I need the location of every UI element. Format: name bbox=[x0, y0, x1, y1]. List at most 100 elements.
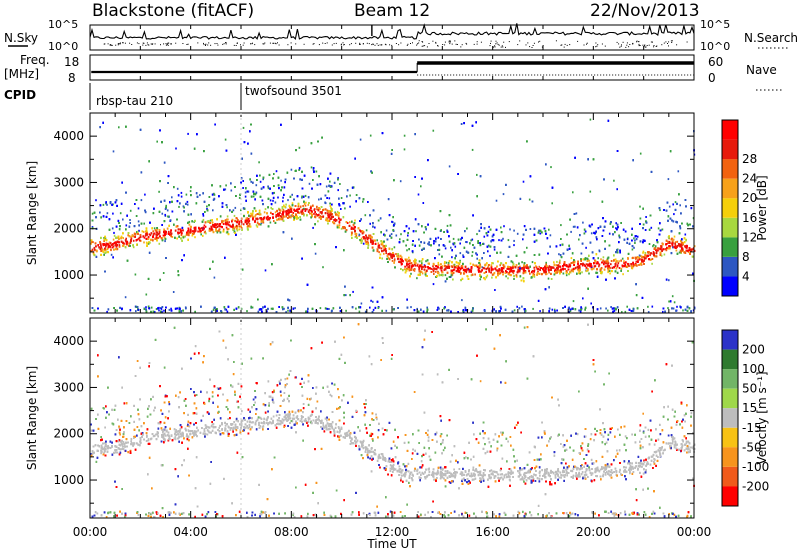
range-cell bbox=[616, 265, 619, 268]
range-cell bbox=[385, 309, 388, 312]
nsearch-point bbox=[663, 42, 665, 44]
range-cell bbox=[333, 222, 335, 225]
nsearch-point bbox=[418, 42, 420, 44]
range-cell bbox=[550, 166, 552, 169]
range-cell bbox=[222, 228, 225, 231]
range-cell bbox=[465, 271, 468, 274]
nsearch-point bbox=[395, 43, 397, 44]
range-cell bbox=[182, 205, 185, 208]
range-cell bbox=[679, 204, 681, 207]
range-cell bbox=[491, 276, 493, 279]
range-cell bbox=[310, 166, 313, 169]
nsearch-point bbox=[235, 45, 237, 46]
nsearch-point bbox=[638, 41, 640, 43]
range-cell bbox=[385, 252, 387, 255]
range-cell bbox=[330, 206, 332, 209]
range-cell bbox=[337, 177, 339, 180]
nsearch-point bbox=[604, 45, 606, 47]
range-cell bbox=[360, 237, 363, 240]
range-cell bbox=[319, 215, 322, 218]
range-cell bbox=[470, 274, 473, 277]
range-cell bbox=[215, 226, 217, 229]
range-cell bbox=[457, 265, 460, 268]
range-cell bbox=[590, 302, 592, 305]
range-cell bbox=[583, 263, 586, 266]
nsearch-point bbox=[103, 43, 105, 45]
nsearch-point bbox=[343, 44, 345, 46]
range-cell bbox=[484, 278, 486, 281]
range-cell bbox=[651, 305, 654, 308]
range-cell bbox=[125, 237, 127, 240]
range-cell bbox=[254, 214, 257, 217]
range-cell bbox=[476, 233, 478, 236]
nsearch-point bbox=[175, 42, 177, 44]
range-cell bbox=[622, 273, 624, 276]
range-cell bbox=[233, 214, 236, 217]
nsearch-point bbox=[124, 42, 126, 44]
nsearch-point bbox=[629, 44, 631, 45]
nsearch-point bbox=[656, 45, 658, 47]
range-cell bbox=[258, 213, 261, 216]
range-cell bbox=[532, 307, 534, 310]
range-cell bbox=[416, 264, 419, 267]
range-cell bbox=[639, 152, 642, 155]
nsearch-point bbox=[644, 45, 645, 47]
nsearch-point bbox=[107, 43, 109, 45]
range-cell bbox=[664, 248, 666, 251]
range-cell bbox=[130, 235, 132, 238]
range-cell bbox=[590, 232, 593, 235]
range-cell bbox=[208, 227, 211, 230]
range-cell bbox=[124, 296, 127, 299]
range-cell bbox=[355, 234, 358, 237]
range-cell bbox=[240, 209, 242, 212]
range-cell bbox=[548, 271, 550, 274]
nsearch-point bbox=[421, 41, 423, 42]
range-cell bbox=[275, 170, 278, 173]
range-cell bbox=[187, 229, 190, 232]
nsearch-point bbox=[117, 44, 119, 46]
range-cell bbox=[260, 221, 263, 224]
nsearch-point bbox=[167, 42, 169, 44]
range-cell bbox=[511, 261, 514, 264]
nsearch-point bbox=[222, 43, 224, 45]
range-cell bbox=[266, 310, 268, 313]
range-cell bbox=[258, 161, 260, 164]
range-cell bbox=[574, 225, 576, 228]
range-cell bbox=[494, 289, 496, 291]
nsearch-point bbox=[142, 42, 144, 44]
range-cell bbox=[657, 249, 659, 252]
nsearch-point bbox=[555, 40, 557, 42]
range-cell bbox=[338, 224, 341, 227]
range-cell bbox=[470, 310, 473, 313]
nsearch-point bbox=[359, 43, 360, 45]
range-cell bbox=[500, 226, 502, 229]
range-cell bbox=[432, 268, 434, 271]
range-cell bbox=[224, 188, 227, 191]
range-cell bbox=[513, 309, 516, 312]
range-cell bbox=[199, 194, 201, 197]
range-cell bbox=[112, 245, 115, 248]
range-cell bbox=[498, 239, 500, 242]
range-cell bbox=[432, 265, 434, 268]
cpid-segment-1: rbsp-tau 210 bbox=[96, 94, 173, 108]
nsearch-point bbox=[371, 44, 373, 46]
range-cell bbox=[549, 234, 552, 237]
range-cell bbox=[545, 269, 547, 271]
range-cell bbox=[521, 261, 523, 264]
range-cell bbox=[180, 195, 183, 198]
nsearch-point bbox=[254, 44, 256, 46]
range-cell bbox=[129, 222, 131, 224]
range-cell bbox=[303, 202, 306, 205]
range-cell bbox=[355, 307, 357, 310]
nsky-plot bbox=[89, 23, 695, 48]
nsearch-point bbox=[385, 44, 387, 46]
range-cell bbox=[466, 241, 468, 244]
range-cell bbox=[270, 206, 272, 209]
range-cell bbox=[600, 258, 602, 261]
nsearch-point bbox=[437, 45, 439, 46]
nsearch-point bbox=[563, 46, 565, 48]
nsearch-point bbox=[110, 44, 112, 46]
range-cell bbox=[605, 307, 607, 310]
nsearch-point bbox=[636, 40, 638, 42]
nsearch-point bbox=[422, 45, 424, 47]
